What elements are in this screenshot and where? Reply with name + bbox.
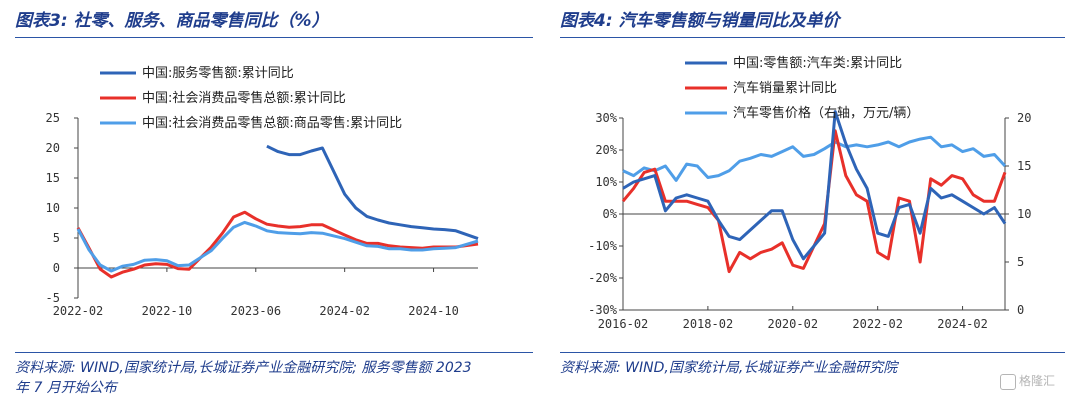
left-legend-label-1: 中国:服务零售额:累计同比 (142, 65, 294, 81)
left-series-line-2 (76, 210, 479, 279)
right-x-tick-label: 2020-02 (767, 317, 818, 331)
right-left-y-tick-label: -10% (588, 239, 618, 253)
left-title-rule (15, 37, 533, 38)
left-series-line-3 (76, 220, 479, 273)
right-series-line-2 (621, 129, 1007, 274)
left-y-tick-label: -5 (46, 291, 60, 305)
right-x-tick-label: 2016-02 (598, 317, 649, 331)
right-left-y-tick-label: 0% (603, 207, 618, 221)
left-series-line-1 (266, 144, 479, 241)
right-chart-title: 图表4: 汽车零售额与销量同比及单价 (560, 11, 840, 31)
left-legend-label-2: 中国:社会消费品零售总额:累计同比 (142, 90, 346, 106)
left-source-line1: 资料来源: WIND,国家统计局,长城证券产业金融研究院; 服务零售额 2023 (15, 360, 472, 376)
left-y-tick-label: 15 (46, 171, 60, 185)
left-y-tick-label: 20 (46, 141, 60, 155)
right-right-y-tick-label: 5 (1017, 255, 1024, 269)
right-legend-label-2: 汽车销量累计同比 (733, 80, 837, 96)
left-x-tick-label: 2022-02 (53, 304, 104, 318)
right-series-line-1 (622, 110, 1007, 261)
right-x-tick-label: 2022-02 (852, 317, 903, 331)
right-right-y-tick-label: 20 (1017, 111, 1031, 125)
right-right-y-tick-label: 0 (1017, 303, 1024, 317)
right-title-rule (560, 37, 1065, 38)
right-legend-label-1: 中国:零售额:汽车类:累计同比 (733, 55, 902, 71)
right-left-y-tick-label: 20% (595, 143, 617, 157)
left-chart: -5 0 5 10 15 20 25 2022-02 2022-10 2023-06 2024-02… (46, 65, 479, 318)
left-source-rule (15, 352, 533, 353)
left-y-tick-label: 25 (46, 111, 60, 125)
right-x-tick-label: 2024-02 (937, 317, 988, 331)
left-x-tick-label: 2024-02 (319, 304, 370, 318)
left-y-tick-label: 0 (53, 261, 60, 275)
right-source-rule (560, 352, 1065, 353)
right-series-line-3 (622, 135, 1007, 182)
right-left-y-tick-label: -30% (588, 303, 618, 317)
right-right-y-tick-label: 10 (1017, 207, 1031, 221)
right-left-y-tick-label: 30% (595, 111, 617, 125)
left-legend-label-3: 中国:社会消费品零售总额:商品零售:累计同比 (142, 115, 402, 131)
left-chart-title: 图表3: 社零、服务、商品零售同比（%） (15, 11, 329, 31)
left-x-tick-label: 2022-10 (142, 304, 193, 318)
left-source-note: 资料来源: WIND,国家统计局,长城证券产业金融研究院; 服务零售额 2023… (15, 358, 535, 398)
left-x-tick-label: 2024-10 (408, 304, 459, 318)
left-y-tick-label: 10 (46, 201, 60, 215)
watermark-logo: 格隆汇 (1000, 372, 1055, 390)
right-x-tick-label: 2018-02 (683, 317, 734, 331)
right-legend-label-3: 汽车零售价格（右轴，万元/辆） (733, 105, 919, 121)
watermark-text: 格隆汇 (1019, 374, 1056, 388)
right-source-note: 资料来源: WIND,国家统计局,长城证券产业金融研究院 (560, 358, 1000, 378)
right-right-y-tick-label: 15 (1017, 159, 1031, 173)
right-left-y-tick-label: 10% (595, 175, 617, 189)
right-source-line1: 资料来源: WIND,国家统计局,长城证券产业金融研究院 (560, 360, 898, 376)
left-y-tick-label: 5 (53, 231, 60, 245)
right-chart: -30% -20% -10% 0% 10% 20% 30% 0 5 10 15 20 2016-02 20… (588, 55, 1031, 331)
left-source-line2: 年 7 月开始公布 (15, 380, 117, 396)
left-x-tick-label: 2023-06 (230, 304, 281, 318)
right-left-y-tick-label: -20% (588, 271, 618, 285)
